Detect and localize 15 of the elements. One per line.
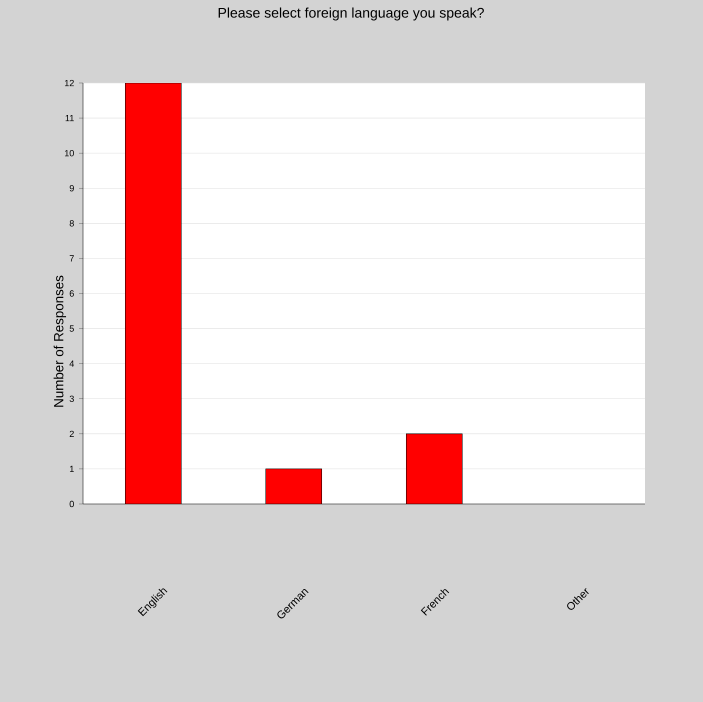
y-tick-label: 5 (70, 325, 74, 332)
y-tick-label: 11 (66, 114, 74, 122)
chart-title: Please select foreign language you speak? (218, 7, 484, 21)
y-tick-label: 6 (70, 290, 74, 297)
y-tick-label: 4 (70, 360, 74, 367)
y-tick-label: 2 (70, 430, 74, 437)
y-tick-label: 0 (70, 500, 74, 508)
y-tick-label: 12 (64, 80, 74, 86)
y-tick-label: 10 (64, 150, 74, 156)
y-tick-label: 7 (70, 255, 74, 262)
y-tick-label: 3 (70, 396, 74, 402)
y-tick-label: 8 (70, 220, 74, 227)
y-axis-title: Number of Responses (54, 276, 66, 407)
y-tick-label: 9 (70, 185, 74, 192)
y-tick-label: 1 (70, 466, 74, 472)
